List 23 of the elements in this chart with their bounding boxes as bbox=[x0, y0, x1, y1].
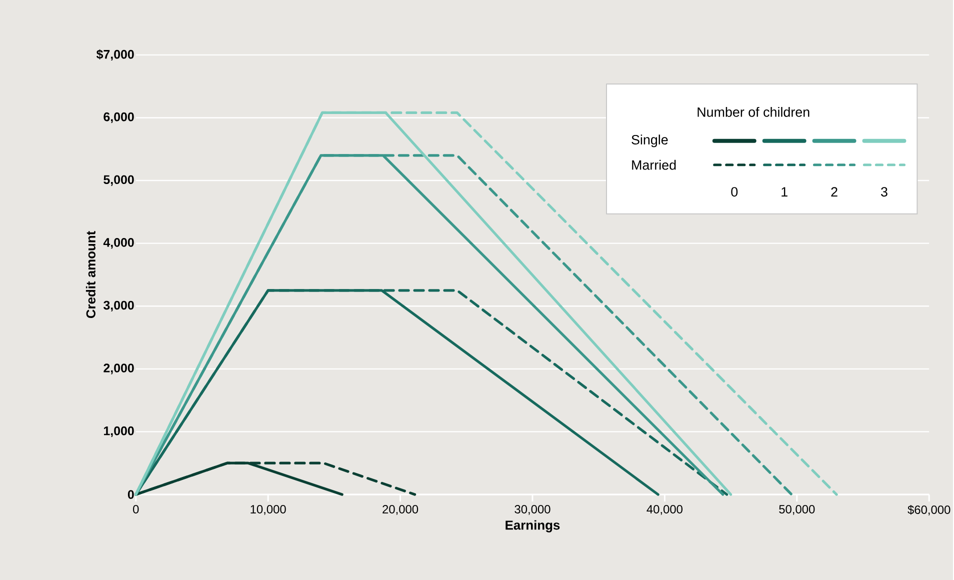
annotation: 0 bbox=[731, 186, 738, 196]
legend-title: Number of children bbox=[698, 106, 810, 117]
x-tick-label: 10,000 bbox=[250, 504, 286, 515]
y-tick-label: 5,000 bbox=[104, 175, 134, 186]
y-tick-label: 3,000 bbox=[104, 300, 134, 312]
x-tick-label: 50,000 bbox=[779, 504, 815, 515]
x-tick-label: $60,000 bbox=[908, 504, 950, 516]
x-tick-label: 20,000 bbox=[382, 504, 418, 515]
x-axis-title: Earnings bbox=[506, 520, 560, 532]
y-tick-label: 0 bbox=[128, 490, 134, 499]
y-tick-label: 1,000 bbox=[104, 426, 134, 437]
y-tick-label: 2,000 bbox=[104, 363, 134, 374]
x-tick-label: 40,000 bbox=[646, 504, 682, 515]
annotation: Married bbox=[632, 160, 676, 170]
annotation: Single bbox=[632, 134, 668, 147]
y-tick-label: $7,000 bbox=[96, 49, 134, 60]
y-axis-title: Credit amount bbox=[86, 230, 96, 318]
y-tick-label: 4,000 bbox=[103, 238, 134, 248]
x-tick-label: 30,000 bbox=[514, 504, 550, 515]
y-tick-label: 6,000 bbox=[104, 112, 134, 123]
annotation: 2 bbox=[831, 186, 838, 196]
annotation: 1 bbox=[782, 187, 788, 196]
annotation: 3 bbox=[881, 186, 888, 196]
